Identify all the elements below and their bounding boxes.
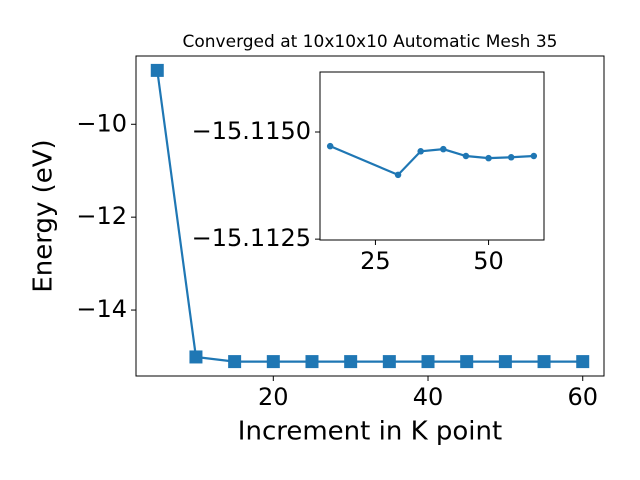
marker <box>326 142 334 150</box>
y-tick-label: −10 <box>76 109 127 137</box>
x-tick-label: 40 <box>413 383 444 411</box>
marker <box>507 154 515 161</box>
marker <box>150 63 164 77</box>
marker <box>460 355 474 369</box>
marker <box>440 145 447 153</box>
x-tick-label: 25 <box>360 247 391 275</box>
x-tick-label: 50 <box>473 247 504 275</box>
axes-frame <box>319 71 545 241</box>
chart-title: Converged at 10x10x10 Automatic Mesh 35 <box>183 32 558 52</box>
marker <box>189 350 203 364</box>
marker <box>421 355 435 369</box>
y-axis-label: Energy (eV) <box>29 139 59 292</box>
marker <box>305 355 319 369</box>
line <box>329 145 534 177</box>
marker <box>266 355 280 369</box>
x-tick-label: 20 <box>258 383 289 411</box>
x-axis-label: Increment in K point <box>238 417 502 447</box>
marker <box>228 355 242 369</box>
axes-frame <box>135 55 605 377</box>
y-tick-label: −14 <box>76 295 127 323</box>
inset-axes: 25 50 −15.1150 −15.1125 <box>192 71 545 275</box>
marker <box>576 355 590 369</box>
y-tick-label: −15.1150 <box>192 117 311 145</box>
marker <box>394 171 402 179</box>
marker <box>537 355 551 369</box>
marker <box>530 152 538 160</box>
x-tick-label: 60 <box>567 383 598 411</box>
marker <box>344 355 358 369</box>
marker <box>382 355 396 369</box>
marker <box>498 355 512 369</box>
y-tick-label: −15.1125 <box>192 224 311 252</box>
marker <box>462 152 470 160</box>
y-tick-label: −12 <box>76 202 127 230</box>
marker <box>417 148 424 155</box>
plot-area <box>320 72 544 240</box>
marker <box>485 154 492 162</box>
